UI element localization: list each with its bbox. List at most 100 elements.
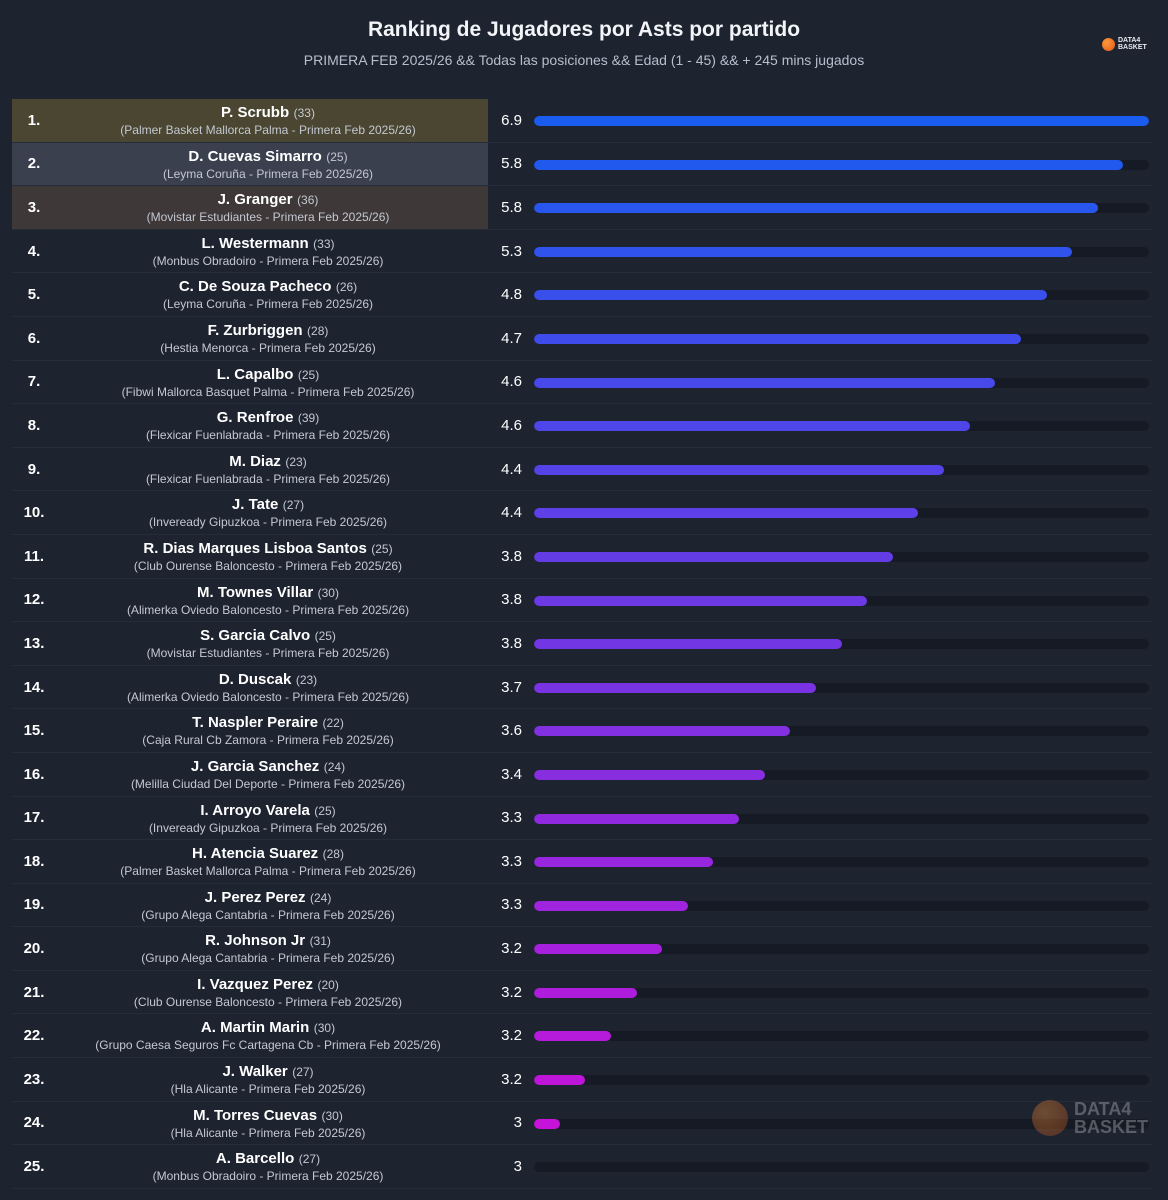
player-cell: A. Martin Marin (30) (Grupo Caesa Seguros… xyxy=(56,1019,480,1052)
value-label: 3.8 xyxy=(501,591,522,609)
bar xyxy=(534,769,765,780)
player-age: (27) xyxy=(282,498,305,513)
player-age: (30) xyxy=(321,1108,343,1123)
player-name-line: J. Walker (27) xyxy=(56,1063,480,1081)
player-name-line: H. Atencia Suarez (28) xyxy=(56,845,480,863)
ranking-row: 24. M. Torres Cuevas (30) (Hla Alicante - … xyxy=(12,1102,1152,1146)
player-name-line: F. Zurbriggen (28) xyxy=(56,322,480,340)
value-label: 3.8 xyxy=(501,547,522,565)
player-name-line: A. Martin Marin (30) xyxy=(56,1019,480,1037)
bar xyxy=(534,159,1124,170)
bar-track xyxy=(534,551,1149,562)
bar-track xyxy=(534,1162,1149,1173)
player-name-line: T. Naspler Peraire (22) xyxy=(56,714,480,732)
watermark: DATA4 BASKET xyxy=(1032,1098,1152,1138)
player-name: L. Westermann xyxy=(201,234,309,252)
chart-title: Ranking de Jugadores por Asts por partid… xyxy=(367,18,801,41)
bar xyxy=(534,246,1073,257)
value-label: 5.8 xyxy=(501,198,522,216)
bar-track xyxy=(534,900,1149,911)
value-label: 3.7 xyxy=(501,678,522,696)
player-age: (36) xyxy=(297,193,319,208)
bar-track xyxy=(534,1118,1149,1129)
player-name: M. Diaz xyxy=(229,452,281,470)
player-age: (33) xyxy=(313,236,335,251)
player-cell: P. Scrubb (33) (Palmer Basket Mallorca Pa… xyxy=(56,104,480,137)
watermark-top: DATA4 xyxy=(1074,1099,1132,1119)
player-name-line: R. Johnson Jr (31) xyxy=(56,932,480,950)
rank-label: 18. xyxy=(23,852,45,870)
player-cell: H. Atencia Suarez (28) (Palmer Basket Mal… xyxy=(56,845,480,878)
player-name: J. Perez Perez xyxy=(204,888,306,906)
player-age: (25) xyxy=(297,367,320,382)
player-name-line: C. De Souza Pacheco (26) xyxy=(56,278,480,296)
value-label: 4.4 xyxy=(501,460,522,478)
player-team: (Palmer Basket Mallorca Palma - Primera … xyxy=(120,864,416,879)
player-cell: S. Garcia Calvo (25) (Movistar Estudiante… xyxy=(56,627,480,660)
player-name: A. Barcello xyxy=(215,1150,295,1168)
player-team: (Leyma Coruña - Primera Feb 2025/26) xyxy=(162,297,374,312)
bar xyxy=(534,726,791,737)
player-name: R. Johnson Jr xyxy=(205,932,306,950)
player-name-line: M. Diaz (23) xyxy=(56,453,480,471)
player-name: L. Capalbo xyxy=(216,365,294,383)
bar xyxy=(534,900,688,911)
value-label: 3.3 xyxy=(501,809,522,827)
player-name-line: G. Renfroe (39) xyxy=(56,409,480,427)
player-age: (22) xyxy=(322,716,344,731)
player-cell: F. Zurbriggen (28) (Hestia Menorca - Prim… xyxy=(56,322,480,355)
ranking-row: 5. C. De Souza Pacheco (26) (Leyma Coruña … xyxy=(12,273,1152,317)
watermark-text: DATA4 BASKET xyxy=(1074,1100,1148,1136)
bar xyxy=(534,377,996,388)
player-cell: M. Diaz (23) (Flexicar Fuenlabrada - Prim… xyxy=(56,453,480,486)
player-age: (39) xyxy=(297,411,320,426)
player-name: H. Atencia Suarez xyxy=(192,845,319,863)
player-age: (28) xyxy=(307,323,329,338)
bar-track xyxy=(534,595,1149,606)
player-team: (Palmer Basket Mallorca Palma - Primera … xyxy=(120,123,416,137)
value-label: 3.2 xyxy=(501,1070,522,1088)
value-label: 3.2 xyxy=(501,1027,522,1045)
player-age: (25) xyxy=(314,803,336,818)
bar-track xyxy=(534,944,1149,955)
player-name: S. Garcia Calvo xyxy=(200,627,311,645)
player-cell: G. Renfroe (39) (Flexicar Fuenlabrada - P… xyxy=(56,409,480,442)
player-name: G. Renfroe xyxy=(216,409,294,427)
brand-logo-text: DATA4 BASKET xyxy=(1118,37,1147,51)
brand-logo-top: DATA4 xyxy=(1118,37,1141,44)
value-label: 6.9 xyxy=(501,111,522,129)
player-name-line: D. Duscak (23) xyxy=(56,671,480,689)
player-team: (Hestia Menorca - Primera Feb 2025/26) xyxy=(160,340,376,355)
rank-label: 11. xyxy=(23,547,45,565)
rank-label: 10. xyxy=(23,504,45,522)
ranking-row: 4. L. Westermann (33) (Monbus Obradoiro - … xyxy=(12,230,1152,274)
rank-label: 12. xyxy=(23,591,45,609)
player-team: (Hla Alicante - Primera Feb 2025/26) xyxy=(170,1082,366,1097)
player-name: P. Scrubb xyxy=(221,104,290,121)
player-name: I. Arroyo Varela xyxy=(200,801,310,819)
player-name-line: I. Arroyo Varela (25) xyxy=(56,802,480,820)
player-age: (31) xyxy=(309,934,331,949)
player-team: (Alimerka Oviedo Baloncesto - Primera Fe… xyxy=(126,602,410,617)
rank-label: 1. xyxy=(27,111,41,129)
rank-label: 16. xyxy=(23,765,45,783)
player-cell: J. Perez Perez (24) (Grupo Alega Cantabri… xyxy=(56,889,480,922)
ranking-row: 19. J. Perez Perez (24) (Grupo Alega Canta… xyxy=(12,884,1152,928)
rank-label: 7. xyxy=(27,373,41,391)
chart-header: Ranking de Jugadores por Asts por partid… xyxy=(0,0,1168,98)
rank-label: 23. xyxy=(23,1070,45,1088)
player-name-line: I. Vazquez Perez (20) xyxy=(56,976,480,994)
player-cell: R. Johnson Jr (31) (Grupo Alega Cantabria… xyxy=(56,932,480,965)
ranking-row: 11. R. Dias Marques Lisboa Santos (25) (Cl… xyxy=(12,535,1152,579)
ranking-row: 17. I. Arroyo Varela (25) (Inveready Gipuz… xyxy=(12,797,1152,841)
bar xyxy=(534,421,970,432)
ranking-row: 25. A. Barcello (27) (Monbus Obradoiro - P… xyxy=(12,1145,1152,1189)
player-age: (25) xyxy=(371,541,393,556)
player-name-line: A. Barcello (27) xyxy=(56,1150,480,1168)
player-team: (Fibwi Mallorca Basquet Palma - Primera … xyxy=(121,384,415,399)
ranking-row: 23. J. Walker (27) (Hla Alicante - Primera… xyxy=(12,1058,1152,1102)
ranking-row: 10. J. Tate (27) (Inveready Gipuzkoa - Pri… xyxy=(12,491,1152,535)
basketball-icon xyxy=(1102,37,1115,51)
value-label: 4.6 xyxy=(501,373,522,391)
player-team: (Movistar Estudiantes - Primera Feb 2025… xyxy=(146,646,390,661)
